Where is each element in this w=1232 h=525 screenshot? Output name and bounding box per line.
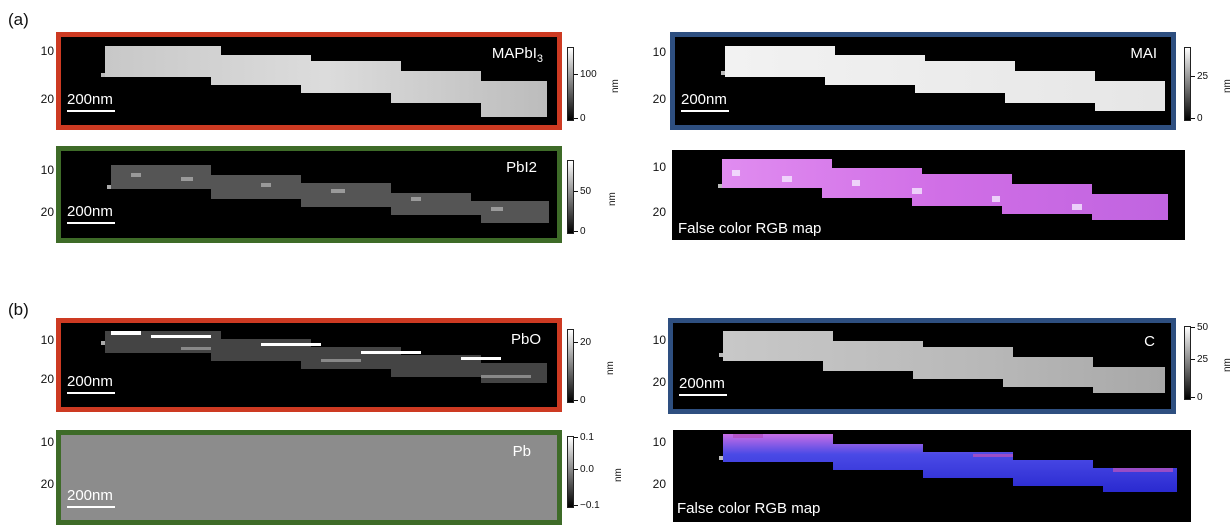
stripe-svg xyxy=(721,46,1165,111)
mapbi3-map: MAPbI3 200nm xyxy=(56,32,562,130)
scale-bar: 200nm xyxy=(67,91,115,112)
pbo-map: PbO 200nm xyxy=(56,318,562,412)
y-tick-10: 10 xyxy=(652,333,666,347)
stripe-shape xyxy=(723,434,1177,492)
pbi2-title: PbI2 xyxy=(506,159,537,176)
y-tick-20: 20 xyxy=(652,92,666,106)
pbo-title: PbO xyxy=(510,331,541,348)
stripe-shape xyxy=(105,46,547,117)
stripe-svg xyxy=(107,165,549,223)
y-tick-10: 10 xyxy=(652,435,666,449)
c-map: C 200nm xyxy=(668,318,1176,414)
scale-bar: 200nm xyxy=(67,203,115,224)
stripe-svg xyxy=(718,159,1168,220)
pb-map: Pb 200nm xyxy=(56,430,562,525)
c-title: C xyxy=(1144,333,1155,350)
y-tick-20: 20 xyxy=(40,205,54,219)
scale-bar: 200nm xyxy=(67,487,115,508)
stripe-shape xyxy=(725,46,1165,111)
y-tick-10: 10 xyxy=(652,45,666,59)
y-tick-10: 10 xyxy=(40,333,54,347)
stripe-svg xyxy=(719,434,1177,492)
stripe-svg xyxy=(101,331,547,383)
false-color-label: False color RGB map xyxy=(677,500,821,517)
scale-bar: 200nm xyxy=(681,91,729,112)
y-tick-10: 10 xyxy=(652,160,666,174)
y-tick-20: 20 xyxy=(652,205,666,219)
panel-a-label: (a) xyxy=(8,10,29,29)
rgb-map-b: False color RGB map xyxy=(673,430,1191,522)
mapbi3-title: MAPbI3 xyxy=(491,45,543,65)
panel-b-label: (b) xyxy=(8,300,29,319)
mai-map: MAI 200nm xyxy=(670,32,1176,130)
y-tick-20: 20 xyxy=(652,477,666,491)
pbi2-map: PbI2 200nm xyxy=(56,146,562,243)
stripe-svg xyxy=(101,46,547,117)
y-tick-10: 10 xyxy=(40,163,54,177)
stripe-shape xyxy=(722,159,1168,220)
pb-title: Pb xyxy=(512,443,531,460)
stripe-shape xyxy=(723,331,1165,393)
stripe-svg xyxy=(719,331,1165,393)
y-tick-20: 20 xyxy=(40,477,54,491)
rgb-map-a: False color RGB map xyxy=(672,150,1185,240)
y-tick-10: 10 xyxy=(40,44,54,58)
mai-title: MAI xyxy=(1130,45,1157,62)
stripe-shape xyxy=(105,331,547,383)
stripe-shape xyxy=(111,165,549,223)
y-tick-10: 10 xyxy=(40,435,54,449)
y-tick-20: 20 xyxy=(40,372,54,386)
false-color-label: False color RGB map xyxy=(678,220,822,237)
y-tick-20: 20 xyxy=(40,92,54,106)
y-tick-20: 20 xyxy=(652,375,666,389)
scale-bar: 200nm xyxy=(67,373,115,394)
scale-bar: 200nm xyxy=(679,375,727,396)
